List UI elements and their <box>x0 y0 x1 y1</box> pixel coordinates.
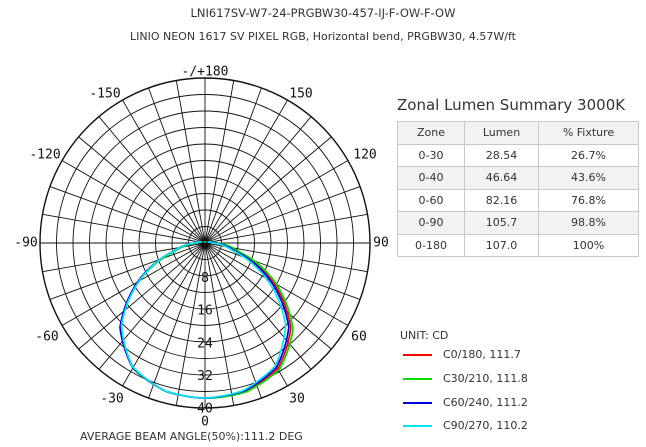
grid-spoke <box>204 242 361 300</box>
table-cell: 0-90 <box>397 211 465 235</box>
grid-spoke <box>175 242 206 406</box>
table-row: 0-60 82.16 76.8% <box>397 188 639 212</box>
angle-tick-label: 60 <box>351 330 367 345</box>
grid-spoke <box>204 186 361 244</box>
column-header: Lumen <box>464 121 539 145</box>
zonal-lumen-title: Zonal Lumen Summary 3000K <box>397 96 626 114</box>
grid-spoke <box>204 242 332 350</box>
grid-spoke <box>98 242 206 370</box>
table-cell: 100% <box>538 233 639 257</box>
angle-tick-label: -90 <box>14 236 37 251</box>
table-cell: 46.64 <box>464 166 539 190</box>
legend-label: C60/240, 111.2 <box>443 396 528 409</box>
angle-tick-label: 30 <box>289 392 305 407</box>
legend-label: C0/180, 111.7 <box>443 348 521 361</box>
table-cell: 105.7 <box>464 211 539 235</box>
radial-tick-label: 8 <box>201 271 209 286</box>
grid-spoke <box>204 116 312 244</box>
angle-tick-label: -/+180 <box>182 65 229 80</box>
grid-spoke <box>49 186 206 244</box>
grid-spoke <box>204 99 288 244</box>
legend-swatch <box>403 378 432 380</box>
table-header-row: Zone Lumen % Fixture <box>397 121 639 145</box>
series-curve <box>120 240 287 400</box>
grid-spoke <box>49 242 206 300</box>
beam-angle-note: AVERAGE BEAM ANGLE(50%):111.2 DEG <box>80 430 303 443</box>
grid-spoke <box>78 242 206 350</box>
table-cell: 98.8% <box>538 211 639 235</box>
table-row: 0-30 28.54 26.7% <box>397 143 639 167</box>
grid-spoke <box>42 213 206 244</box>
grid-spoke <box>204 136 332 244</box>
table-row: 0-180 107.0 100% <box>397 233 639 257</box>
grid-spoke <box>148 242 206 399</box>
legend-label: C90/270, 110.2 <box>443 419 528 432</box>
grid-spoke <box>78 136 206 244</box>
table-cell: 26.7% <box>538 143 639 167</box>
grid-spoke <box>204 160 349 244</box>
product-code: LNI617SV-W7-24-PRGBW30-457-IJ-F-OW-F-OW <box>190 6 456 20</box>
legend-swatch <box>403 425 432 427</box>
grid-spoke <box>204 242 235 406</box>
grid-spoke <box>122 99 206 244</box>
zonal-lumen-table: Zone Lumen % Fixture 0-30 28.54 26.7% 0-… <box>397 121 639 257</box>
table-cell: 28.54 <box>464 143 539 167</box>
angle-tick-label: 90 <box>373 236 389 251</box>
grid-spoke <box>204 242 262 399</box>
table-row: 0-40 46.64 43.6% <box>397 166 639 190</box>
grid-spoke <box>204 213 368 244</box>
angle-tick-label: -60 <box>35 330 58 345</box>
legend-swatch <box>403 354 432 356</box>
product-description: LINIO NEON 1617 SV PIXEL RGB, Horizontal… <box>130 30 516 43</box>
radial-tick-label: 0 <box>201 239 209 254</box>
legend-label: C30/210, 111.8 <box>443 372 528 385</box>
grid-spoke <box>204 242 288 387</box>
table-row: 0-90 105.7 98.8% <box>397 211 639 235</box>
table-cell: 43.6% <box>538 166 639 190</box>
grid-spoke <box>98 116 206 244</box>
radial-tick-label: 32 <box>197 369 213 384</box>
grid-spoke <box>148 87 206 244</box>
table-cell: 76.8% <box>538 188 639 212</box>
unit-label: UNIT: CD <box>400 329 449 342</box>
angle-tick-label: 0 <box>201 415 209 430</box>
angle-tick-label: -120 <box>29 148 60 163</box>
angle-tick-label: 120 <box>353 148 376 163</box>
grid-spoke <box>204 242 312 370</box>
column-header: % Fixture <box>538 121 639 145</box>
grid-spoke <box>204 87 262 244</box>
grid-spoke <box>122 242 206 387</box>
table-cell: 82.16 <box>464 188 539 212</box>
table-cell: 0-60 <box>397 188 465 212</box>
table-cell: 0-180 <box>397 233 465 257</box>
angle-tick-label: 150 <box>289 87 312 102</box>
table-cell: 0-30 <box>397 143 465 167</box>
radial-tick-label: 40 <box>197 402 213 417</box>
angle-tick-label: -30 <box>100 392 123 407</box>
grid-spoke <box>175 80 206 244</box>
radial-tick-label: 16 <box>197 304 213 319</box>
legend-swatch <box>403 402 432 404</box>
grid-spoke <box>204 80 235 244</box>
table-cell: 0-40 <box>397 166 465 190</box>
column-header: Zone <box>397 121 465 145</box>
table-cell: 107.0 <box>464 233 539 257</box>
angle-tick-label: -150 <box>89 87 120 102</box>
polar-candela-chart: 0 8 16 24 32 40 -/+180 150 120 90 60 30 0 -30 -60 -90 -1… <box>14 65 389 430</box>
grid-spoke <box>61 242 206 326</box>
radial-tick-label: 24 <box>197 336 213 351</box>
grid-spoke <box>61 160 206 244</box>
